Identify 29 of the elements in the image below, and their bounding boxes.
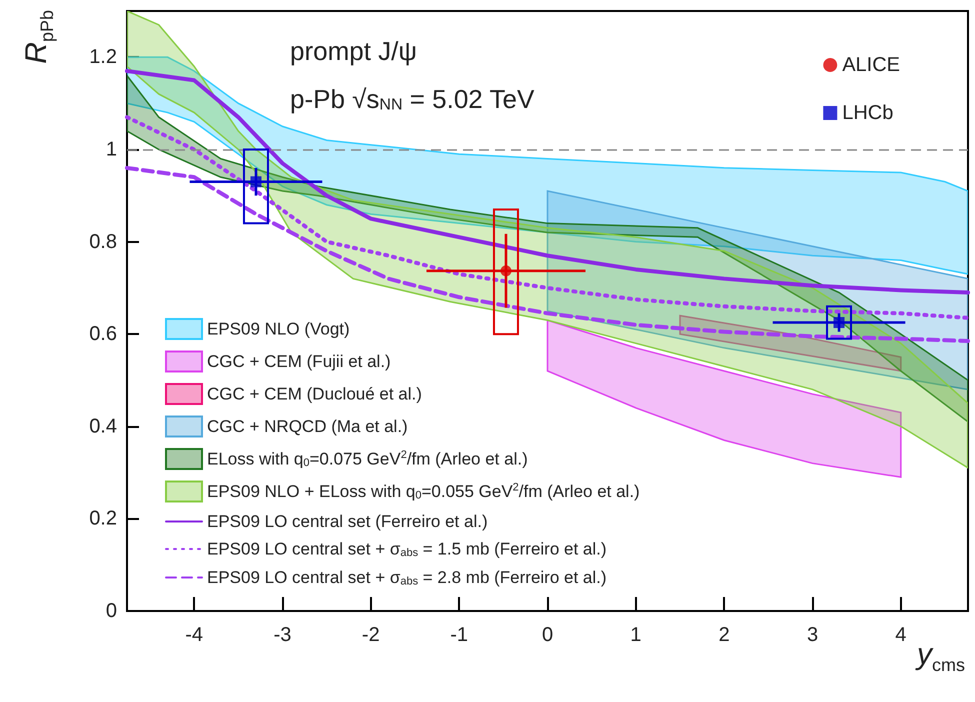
x-tick-label: 2: [718, 624, 730, 646]
legend-label: ALICE: [842, 54, 900, 76]
y-tick-label: 1.2: [89, 46, 117, 68]
y-tick-label: 0.2: [89, 508, 117, 530]
legend-label: CGC + CEM (Ducloué et al.): [207, 384, 422, 404]
y-tick-label: 1: [106, 138, 117, 160]
legend-label: CGC + NRQCD (Ma et al.): [207, 417, 408, 436]
point: [250, 176, 262, 188]
line-series: [125, 166, 970, 343]
x-tick-label: -1: [450, 624, 468, 646]
y-tick-label: 0.4: [89, 415, 117, 438]
legend-label: EPS09 NLO (Vogt): [207, 320, 350, 338]
annotation: p-Pb √sNN = 5.02 TeV: [290, 84, 535, 114]
x-tick-label: 3: [806, 624, 818, 646]
legend-label: LHCb: [842, 102, 894, 124]
annotation: prompt J/ψ: [290, 36, 417, 66]
legend-label: CGC + CEM (Fujii et al.): [207, 352, 391, 371]
y-tick-label: 0.8: [89, 230, 117, 253]
point: [500, 265, 512, 276]
x-tick-label: -3: [274, 624, 292, 646]
y-tick-label: 0.6: [89, 323, 117, 346]
x-tick-label: 0: [542, 624, 554, 646]
legend-label: EPS09 LO central set (Ferreiro et al.): [207, 512, 488, 531]
y-tick-label: 0: [106, 600, 117, 622]
x-axis-title: y$_{cms}$: [917, 638, 965, 675]
x-tick-label: 1: [630, 624, 642, 646]
x-tick-label: -2: [362, 624, 380, 646]
x-tick-label: -4: [185, 624, 204, 646]
x-tick-label: 4: [895, 624, 906, 646]
